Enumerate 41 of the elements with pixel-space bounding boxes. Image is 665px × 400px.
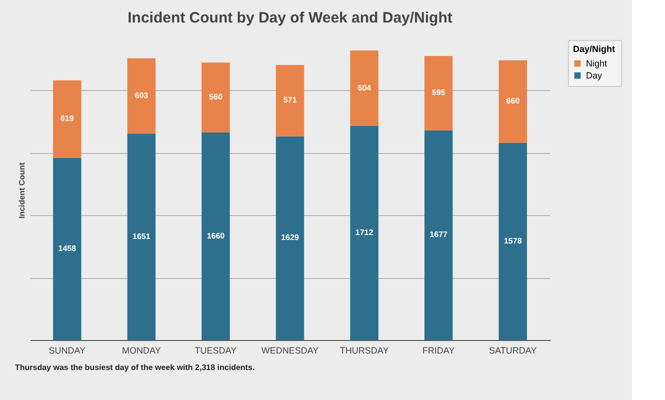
x-tick-label: FRIDAY xyxy=(422,346,455,356)
data-label: 1660 xyxy=(206,231,226,240)
bar xyxy=(127,58,156,134)
x-tick-label: THURSDAY xyxy=(340,346,389,356)
legend-title: Day/Night xyxy=(573,44,616,54)
data-label: 1458 xyxy=(58,244,77,253)
data-label: 1712 xyxy=(355,228,374,237)
bar xyxy=(498,142,527,340)
bar xyxy=(53,80,82,158)
bar xyxy=(53,158,82,340)
x-tick-label: TUESDAY xyxy=(194,346,237,356)
data-label: 603 xyxy=(134,90,149,100)
data-label: 571 xyxy=(283,96,298,105)
bar xyxy=(498,60,527,143)
data-label: 1629 xyxy=(281,233,300,242)
data-label: 1578 xyxy=(504,236,522,246)
bar xyxy=(350,126,378,340)
bar xyxy=(202,132,230,340)
x-tick-label: WEDNESDAY xyxy=(261,346,319,356)
y-axis-title: Incident Count xyxy=(18,162,26,218)
data-label: 1651 xyxy=(132,232,151,241)
data-label: 1677 xyxy=(430,230,448,240)
x-tick-label: MONDAY xyxy=(122,346,161,356)
data-label: 660 xyxy=(506,96,520,106)
bar xyxy=(350,50,378,126)
bar xyxy=(127,134,156,340)
text: Thursday was the busiest day of the week with 2,318 incidents. xyxy=(15,363,255,372)
bar xyxy=(424,56,453,130)
data-label: 619 xyxy=(60,114,74,124)
bar xyxy=(276,136,304,340)
bar xyxy=(424,130,453,340)
data-label: 604 xyxy=(358,83,372,92)
bar xyxy=(276,65,304,136)
chart-title: Incident Count by Day of Week and Day/Night xyxy=(128,10,452,26)
legend-label: Day xyxy=(586,70,603,80)
data-label: 560 xyxy=(209,92,223,102)
x-tick-label: SATURDAY xyxy=(489,346,537,356)
x-tick-label: SUNDAY xyxy=(48,346,86,356)
bar xyxy=(202,62,230,132)
legend-label: Night xyxy=(586,58,608,68)
data-label: 595 xyxy=(432,88,446,98)
